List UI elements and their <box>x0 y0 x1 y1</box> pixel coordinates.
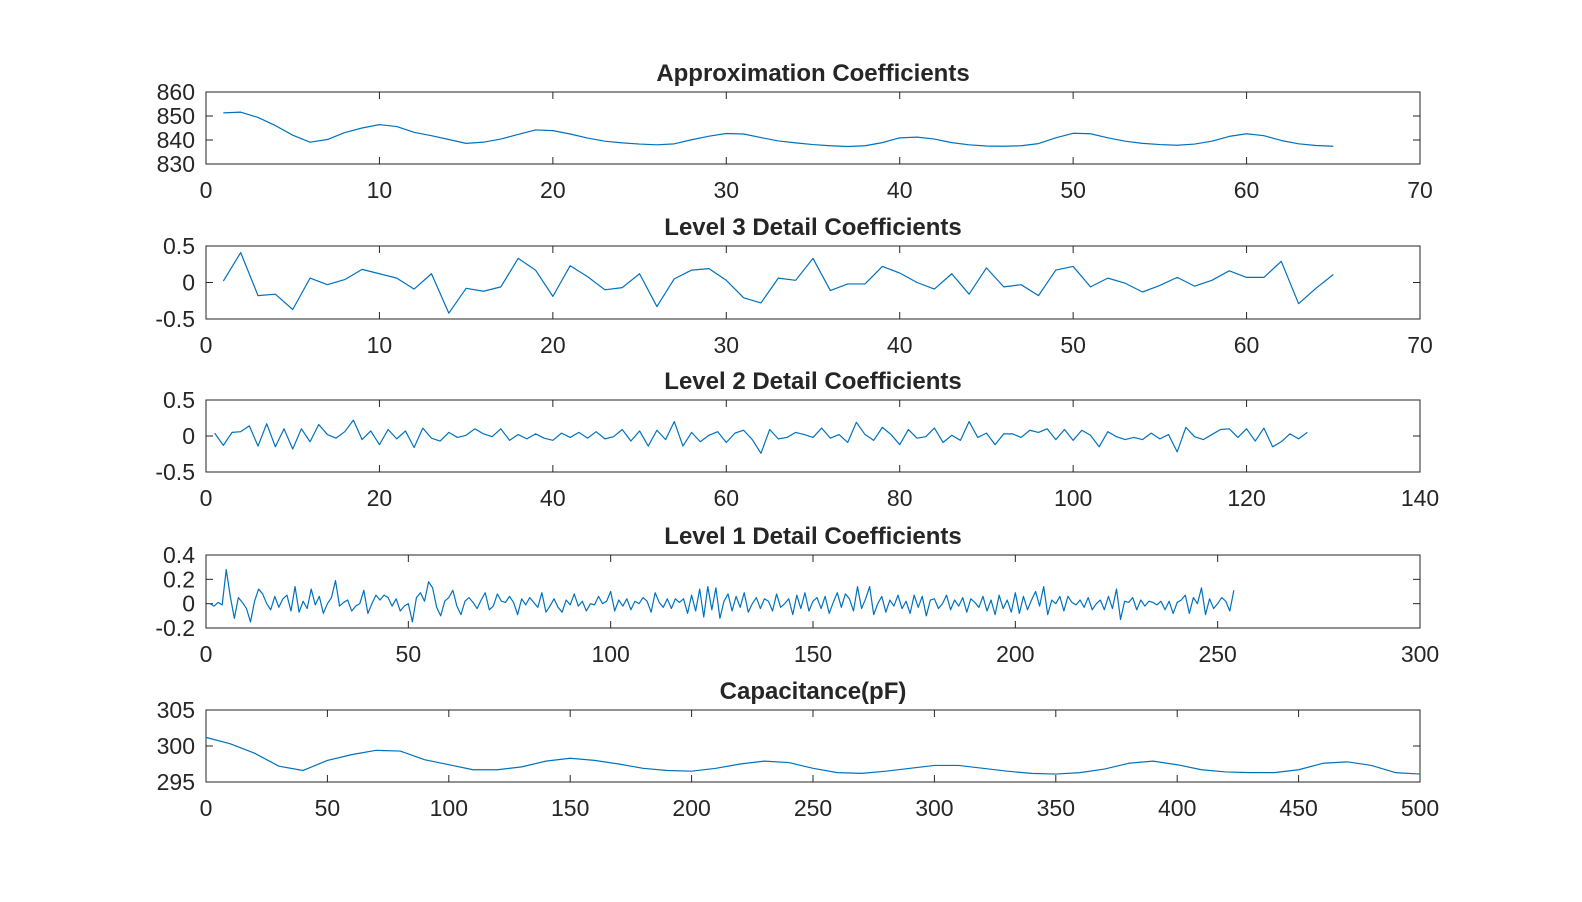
x-tick-label: 0 <box>200 485 213 511</box>
x-tick-label: 0 <box>200 641 213 667</box>
x-tick-label: 250 <box>794 795 832 821</box>
x-tick-label: 40 <box>540 485 566 511</box>
x-tick-label: 300 <box>915 795 953 821</box>
x-tick-label: 50 <box>1060 332 1086 358</box>
y-tick-label: 0 <box>182 423 195 449</box>
panel-title: Approximation Coefficients <box>656 60 969 87</box>
y-tick-label: 0 <box>182 591 195 617</box>
level-1-detail-coefficients-panel: Level 1 Detail Coefficients 0 50 100 150 200… <box>155 523 1439 667</box>
x-tick-label: 10 <box>367 332 393 358</box>
x-tick-label: 120 <box>1227 485 1265 511</box>
x-tick-label: 50 <box>396 641 422 667</box>
panel-title: Capacitance(pF) <box>720 678 907 705</box>
x-tick-label: 40 <box>887 177 913 203</box>
series-line <box>222 251 1334 314</box>
y-tick-label: 840 <box>157 127 195 153</box>
x-tick-label: 250 <box>1198 641 1236 667</box>
x-tick-label: 20 <box>540 332 566 358</box>
x-tick-label: 0 <box>200 795 213 821</box>
y-tick-label: -0.2 <box>155 615 195 641</box>
x-tick-label: 140 <box>1401 485 1439 511</box>
x-tick-label: 30 <box>713 332 739 358</box>
x-tick-label: 60 <box>1234 177 1260 203</box>
x-tick-label: 100 <box>1054 485 1092 511</box>
capacitance-panel: Capacitance(pF) 0 50 100 150 200 250 300 350 400… <box>157 678 1440 821</box>
y-tick-label: 860 <box>157 79 195 105</box>
x-tick-label: 400 <box>1158 795 1196 821</box>
y-tick-label: 295 <box>157 769 195 795</box>
series-line <box>209 568 1235 623</box>
x-tick-label: 200 <box>996 641 1034 667</box>
x-tick-label: 300 <box>1401 641 1439 667</box>
panel-title: Level 3 Detail Coefficients <box>664 214 961 241</box>
x-tick-label: 60 <box>713 485 739 511</box>
y-tick-label: 0.5 <box>163 233 195 259</box>
y-tick-label: 0 <box>182 270 195 296</box>
level-2-detail-coefficients-panel: Level 2 Detail Coefficients 0 20 40 60 80 100… <box>155 368 1439 511</box>
x-tick-label: 0 <box>200 177 213 203</box>
panel-title: Level 2 Detail Coefficients <box>664 368 961 395</box>
x-tick-label: 100 <box>430 795 468 821</box>
panel-title: Level 1 Detail Coefficients <box>664 523 961 550</box>
y-tick-label: 0.2 <box>163 566 195 592</box>
x-tick-label: 70 <box>1407 177 1433 203</box>
x-tick-label: 0 <box>200 332 213 358</box>
series-line <box>205 736 1421 775</box>
x-tick-label: 80 <box>887 485 913 511</box>
x-tick-label: 100 <box>591 641 629 667</box>
y-tick-label: 0.4 <box>163 542 195 568</box>
x-tick-label: 30 <box>713 177 739 203</box>
x-tick-label: 150 <box>794 641 832 667</box>
x-tick-label: 20 <box>540 177 566 203</box>
approximation-coefficients-panel: Approximation Coefficients 0 10 20 30 40 50 60… <box>157 60 1433 203</box>
x-tick-label: 350 <box>1037 795 1075 821</box>
x-tick-label: 500 <box>1401 795 1439 821</box>
x-tick-label: 60 <box>1234 332 1260 358</box>
level-3-detail-coefficients-panel: Level 3 Detail Coefficients 0 10 20 30 40 50 6… <box>155 214 1432 358</box>
x-tick-label: 450 <box>1279 795 1317 821</box>
y-tick-label: 305 <box>157 697 195 723</box>
x-tick-label: 70 <box>1407 332 1433 358</box>
plot-area <box>205 91 1421 165</box>
y-tick-label: 300 <box>157 733 195 759</box>
x-tick-label: 50 <box>1060 177 1086 203</box>
x-tick-label: 40 <box>887 332 913 358</box>
y-tick-label: 830 <box>157 151 195 177</box>
series-line <box>223 111 1334 148</box>
y-tick-label: -0.5 <box>155 459 195 485</box>
x-tick-label: 10 <box>367 177 393 203</box>
x-tick-label: 50 <box>315 795 341 821</box>
x-tick-label: 20 <box>367 485 393 511</box>
series-line <box>214 419 1308 454</box>
y-tick-label: 0.5 <box>163 387 195 413</box>
y-tick-label: -0.5 <box>155 306 195 332</box>
y-tick-label: 850 <box>157 103 195 129</box>
x-tick-label: 200 <box>672 795 710 821</box>
x-tick-label: 150 <box>551 795 589 821</box>
